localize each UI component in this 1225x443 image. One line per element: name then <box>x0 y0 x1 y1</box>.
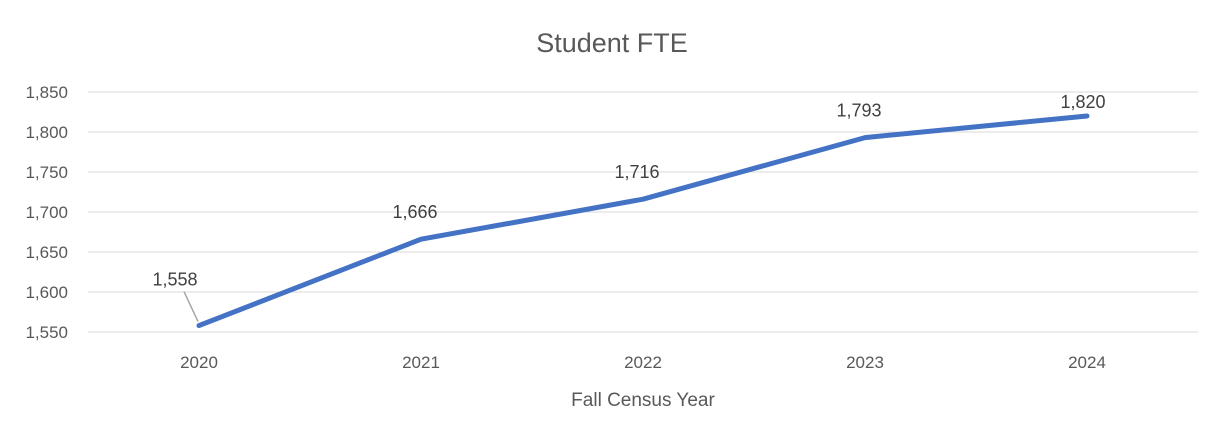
y-tick-label: 1,850 <box>25 83 68 102</box>
chart-title: Student FTE <box>536 28 688 58</box>
y-tick-label: 1,600 <box>25 283 68 302</box>
x-tick-label: 2023 <box>846 353 884 372</box>
y-tick-label: 1,750 <box>25 163 68 182</box>
x-tick-label: 2022 <box>624 353 662 372</box>
x-tick-label: 2024 <box>1068 353 1106 372</box>
y-tick-label: 1,650 <box>25 243 68 262</box>
series-line <box>196 113 1090 329</box>
x-tick-label: 2020 <box>180 353 218 372</box>
series-line-path <box>196 113 1090 329</box>
x-axis-title: Fall Census Year <box>571 390 715 411</box>
data-labels: 1,558 1,666 1,716 1,793 1,820 <box>152 92 1106 322</box>
data-label: 1,716 <box>614 162 659 182</box>
leader-line <box>183 291 199 322</box>
x-axis-ticks: 2020 2021 2022 2023 2024 <box>180 353 1106 372</box>
data-label: 1,820 <box>1060 92 1105 112</box>
x-tick-label: 2021 <box>402 353 440 372</box>
y-tick-label: 1,550 <box>25 323 68 342</box>
gridlines <box>88 91 1198 333</box>
data-label: 1,666 <box>392 202 437 222</box>
y-axis-ticks: 1,550 1,600 1,650 1,700 1,750 1,800 1,850 <box>25 83 68 342</box>
data-label: 1,558 <box>152 270 197 290</box>
data-label: 1,793 <box>836 101 881 121</box>
y-tick-label: 1,700 <box>25 203 68 222</box>
y-tick-label: 1,800 <box>25 123 68 142</box>
